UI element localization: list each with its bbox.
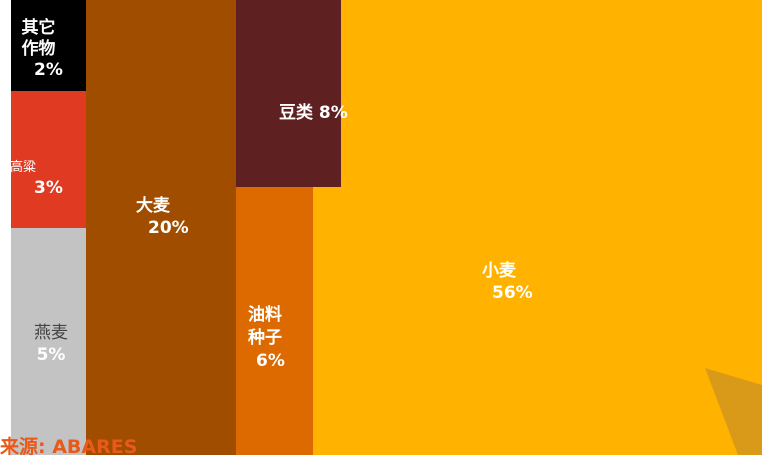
tile-name: 豆类 8% [279, 103, 348, 123]
tile-value: 20% [148, 218, 189, 238]
tile-value: 3% [34, 178, 63, 198]
tile-label-other-crops: 其它 作物 2% [14, 18, 63, 80]
tile-oats [11, 227, 87, 455]
tile-label-barley: 大麦 20% [136, 195, 189, 239]
tile-name: 大麦 [136, 196, 170, 216]
tile-name: 其它 作物 [14, 18, 63, 60]
tile-name: 燕麦 [34, 323, 68, 343]
tile-name-line: 种子 [248, 328, 282, 348]
tile-label-sorghum: 高粱 3% [10, 160, 63, 200]
tile-name-line: 作物 [21, 39, 56, 59]
tile-value: 8% [318, 103, 348, 123]
tile-wheat [312, 0, 762, 455]
tile-oilseeds [236, 187, 313, 455]
tile-pulses [236, 0, 342, 188]
tile-label-wheat: 小麦 56% [482, 260, 533, 304]
tile-name-line: 油料 [248, 305, 282, 325]
tile-other-crops [11, 0, 87, 91]
tile-label-oilseeds: 油料 种子 6% [248, 304, 285, 373]
tile-label-oats: 燕麦 5% [34, 322, 68, 366]
tile-value: 2% [34, 60, 63, 80]
tile-value: 56% [492, 283, 533, 303]
tile-value: 5% [36, 345, 66, 365]
tile-name: 高粱 [10, 160, 37, 175]
tile-sorghum [11, 91, 87, 228]
tile-name: 油料 种子 [248, 304, 285, 350]
tile-name-line: 其它 [21, 18, 56, 38]
tile-name-text: 豆类 [279, 103, 313, 123]
tile-value: 6% [256, 351, 285, 371]
tile-name: 小麦 [482, 261, 516, 281]
tile-label-pulses: 豆类 8% [279, 102, 348, 124]
source-note: 来源: ABARES [0, 436, 138, 455]
tile-barley [86, 0, 237, 455]
